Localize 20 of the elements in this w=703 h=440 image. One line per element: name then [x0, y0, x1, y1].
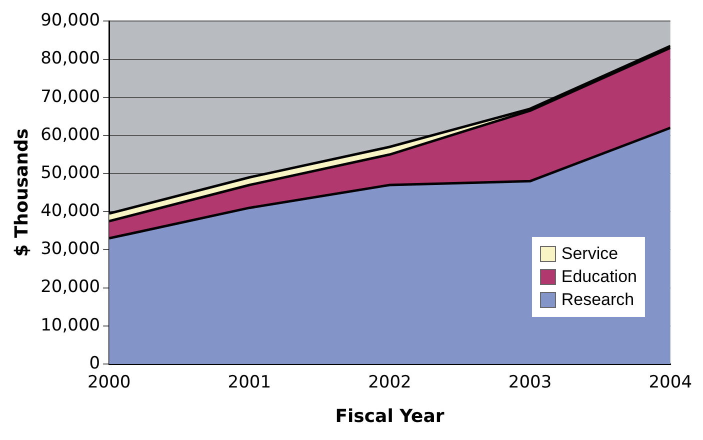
x-axis-title: Fiscal Year	[335, 406, 444, 427]
y-tick-label: 10,000	[40, 315, 100, 336]
x-tick-label: 2001	[228, 372, 272, 393]
y-tick-label: 30,000	[40, 239, 100, 260]
y-tick-label: 40,000	[40, 201, 100, 222]
y-tick-label: 90,000	[40, 10, 100, 31]
y-axis-title: $ Thousands	[11, 128, 32, 257]
x-tick-label: 2003	[508, 372, 552, 393]
series-label: Research	[561, 290, 634, 310]
legend-label: Service	[561, 244, 618, 264]
y-tick-label: 60,000	[40, 124, 100, 145]
x-tick-label: 2002	[368, 372, 412, 393]
legend-label: Education	[561, 267, 637, 287]
y-tick-label: 0	[89, 353, 100, 374]
y-tick-label: 50,000	[40, 162, 100, 183]
x-tick-label: 2004	[648, 372, 692, 393]
x-tick-label: 2000	[87, 372, 131, 393]
y-tick-label: 20,000	[40, 277, 100, 298]
y-tick-label: 70,000	[40, 86, 100, 107]
y-tick-label: 80,000	[40, 48, 100, 69]
